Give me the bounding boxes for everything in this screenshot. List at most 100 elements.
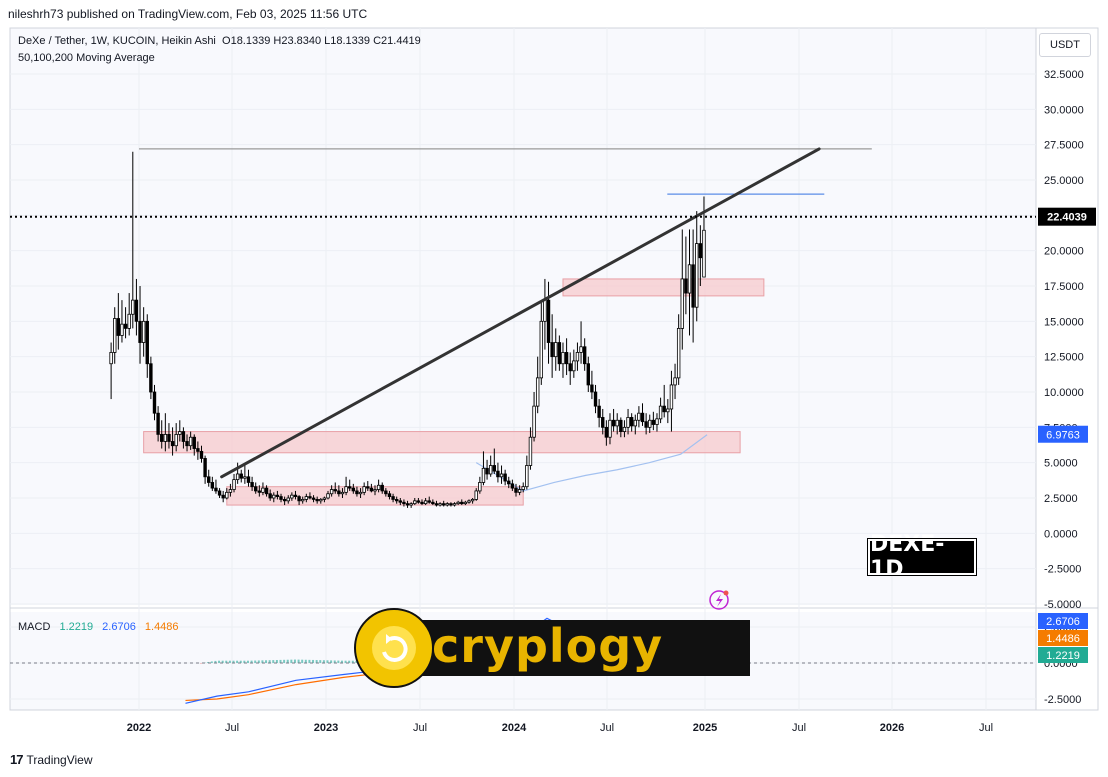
x-tick-label: Jul [792, 722, 806, 734]
candle-body [557, 342, 562, 365]
candle [358, 488, 363, 498]
candle [503, 469, 507, 486]
candle-body [203, 458, 207, 478]
y-tick-label: 2.5000 [1044, 493, 1078, 505]
candle [326, 490, 330, 500]
candle [507, 476, 511, 489]
x-tick-label: Jul [979, 722, 993, 734]
candle [611, 408, 616, 432]
macd-histogram-bar [275, 660, 278, 663]
candle-body [684, 278, 688, 294]
candle-body [434, 503, 439, 506]
candle [351, 483, 356, 494]
macd-histogram-bar [297, 659, 300, 663]
candle-body [261, 487, 265, 493]
macd-axis-label-bg [1038, 647, 1088, 663]
candle [391, 493, 395, 503]
y-tick-label: 5.0000 [1044, 458, 1078, 470]
candle-body [456, 501, 460, 505]
candle [344, 476, 348, 496]
candle [568, 352, 572, 385]
candle [337, 485, 341, 497]
candle-body [160, 433, 164, 442]
candle [127, 293, 131, 336]
candle [593, 384, 598, 414]
candle [203, 455, 207, 484]
candle-body [366, 486, 370, 489]
currency-button[interactable]: USDT [1039, 33, 1091, 57]
candle-body [669, 384, 674, 410]
candle [221, 490, 225, 503]
candle-body [319, 499, 323, 502]
candle-body [188, 436, 193, 447]
macd-histogram-bar [232, 660, 235, 663]
candle-body [658, 405, 663, 420]
candle [644, 413, 648, 435]
candle [138, 286, 142, 364]
candle-body [460, 501, 464, 505]
candle [629, 413, 634, 432]
candle [575, 342, 580, 371]
candle [319, 498, 323, 504]
macd-histogram-bar [337, 660, 340, 663]
candle-body [358, 491, 363, 495]
candle [478, 476, 482, 494]
candle-body [427, 500, 431, 503]
footer-brand-text: TradingView [26, 752, 93, 767]
candle [510, 479, 515, 491]
candle [394, 496, 399, 504]
candle [637, 406, 641, 428]
x-tick-label: Jul [225, 722, 239, 734]
candle [666, 399, 670, 424]
macd-histogram-bar [210, 661, 213, 663]
candle [550, 314, 554, 378]
candle-body [622, 426, 627, 432]
candle [431, 499, 435, 506]
candle [275, 490, 280, 500]
notification-dot [723, 590, 729, 596]
candle [658, 397, 663, 424]
candle-body [210, 482, 215, 489]
ohlc-values: O18.1339 H23.8340 L18.1339 C21.4419 [222, 35, 421, 47]
candle [470, 498, 475, 504]
candle-body [510, 483, 515, 489]
candle-body [340, 491, 345, 495]
candle-body [145, 320, 149, 365]
candle [423, 498, 428, 506]
candle-body [214, 487, 218, 492]
candle [329, 485, 334, 497]
candle-body [539, 320, 543, 379]
macd-histogram-bar [333, 660, 336, 663]
candle [467, 499, 471, 504]
macd-histogram-bar [322, 660, 325, 663]
candle [315, 496, 319, 504]
candle-body [275, 494, 280, 497]
candle [633, 414, 637, 435]
candle-body [590, 384, 594, 393]
candle [702, 196, 706, 278]
candle-body [543, 299, 547, 322]
candle [170, 427, 175, 456]
y-tick-label: 12.5000 [1044, 352, 1084, 364]
price-pane [10, 28, 1036, 605]
candle-body [344, 486, 348, 493]
macd-histogram-bar [265, 660, 268, 663]
candle [192, 434, 196, 456]
candle [120, 300, 124, 343]
current-price-label: 22.4039 [1047, 212, 1087, 224]
candle-body [586, 363, 590, 386]
macd-histogram-bar [290, 659, 293, 663]
y-tick-label: 30.0000 [1044, 104, 1084, 116]
candle [387, 490, 392, 500]
candle-body [264, 487, 269, 495]
candle [297, 495, 301, 506]
candle [398, 498, 403, 506]
candle [601, 408, 605, 435]
candle [214, 479, 218, 494]
candle-body [521, 486, 525, 490]
candle [178, 420, 182, 442]
candle-body [174, 433, 178, 447]
candle [380, 482, 384, 494]
candle [622, 420, 627, 438]
